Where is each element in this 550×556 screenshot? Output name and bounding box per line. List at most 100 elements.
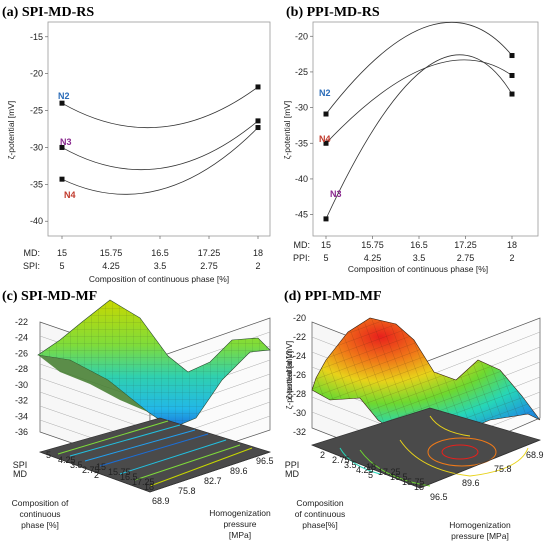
panel-d-side-label-line: MD (285, 469, 299, 479)
panel-a-xtick-label: 3.5 (154, 261, 167, 271)
panel-c-ytick: 75.8 (178, 486, 196, 496)
panel-c-title: (c) SPI-MD-MF (2, 289, 97, 304)
panel-c-xtick-bottom: 15 (96, 462, 106, 472)
panel-b-point-n2 (323, 111, 329, 117)
panel-b-xtick-label: 3.5 (413, 253, 426, 263)
panel-d-xlabel-line: Composition (296, 498, 344, 508)
panel-c-ylabel-line: Homogenization (209, 508, 271, 518)
panel-d-xtick-bottom: 15.75 (402, 477, 425, 487)
panel-b-point-n4 (509, 73, 515, 78)
panel-c-xlabel-line: Composition of (12, 498, 69, 508)
panel-a-line-n3 (61, 120, 259, 170)
panel-c-ztick-label: -26 (15, 348, 28, 358)
panel-a-xtick-label: 4.25 (102, 261, 120, 271)
panel-c-side-label-line: SPI (13, 460, 28, 470)
panel-a-chart: ζ-potential [mV] Composition of continuo… (6, 21, 271, 284)
panel-b-ytick-label: -35 (295, 138, 308, 148)
panel-c-xtick-bottom: 15.75 (108, 467, 131, 477)
panel-b-ytick-label: -25 (295, 67, 308, 77)
panel-d-zlabel: ζ-potential [mV] (284, 351, 294, 410)
panel-d-xtick-bottom: 16.5 (390, 472, 408, 482)
panel-b-xtick-label: 2 (509, 253, 514, 263)
panel-c-ytick: 82.7 (204, 476, 222, 486)
panel-c-ztick-label: -24 (15, 333, 28, 343)
panel-d-yticks: 96.5 89.6 75.8 68.9 (430, 450, 544, 502)
panel-c-ztick-label: -30 (15, 380, 28, 390)
panel-b-ytick-label: -45 (295, 210, 308, 220)
panel-c-contours (57, 420, 253, 487)
panel-a-title: (a) SPI-MD-RS (2, 5, 94, 20)
panel-d-ztick-label: -24 (293, 351, 306, 361)
panel-d-xlabel-line: of continuous (295, 509, 346, 519)
panel-b-xlabel: Composition of continuous phase [%] (348, 264, 488, 274)
panel-b-point-n3 (509, 91, 515, 97)
panel-a-ytick-label: -40 (30, 216, 43, 226)
panel-d-ztick-label: -30 (293, 408, 306, 418)
panel-a-point-n4 (59, 176, 65, 182)
panel-b-plot-frame (312, 21, 539, 237)
panel-c-xtick-bottom: 16.5 (120, 472, 138, 482)
panel-b-ytick-label: -40 (295, 174, 308, 184)
panel-d-ytick: 75.8 (494, 464, 512, 474)
panel-b-line-n4 (325, 59, 513, 144)
panel-d-ylabel-line: pressure [MPa] (451, 531, 509, 541)
panel-d-xtick-top: 5 (368, 470, 373, 480)
panel-a-series-label-n3: N3 (60, 137, 72, 147)
panel-d-side-label-line: PPI (285, 460, 300, 470)
panel-c-ztick-label: -22 (15, 317, 28, 327)
panel-d-ztick-label: -26 (293, 370, 306, 380)
panel-d-ztick-label: -32 (293, 427, 306, 437)
panel-b-xrow-label: PPI: (293, 253, 310, 263)
panel-d-ztick-label: -22 (293, 332, 306, 342)
panel-d-xlabel-line: phase[%] (302, 520, 337, 530)
panel-d-surface-mesh (312, 318, 540, 442)
panel-a-xtick-label: 17.25 (198, 248, 221, 258)
panel-c-zticks: -22 -24 -26 -28 -30 -32 -34 -36 (15, 317, 28, 437)
panel-b-series: N2 N3 N4 (319, 22, 515, 222)
panel-c-xtick-bottom: 18 (144, 482, 154, 492)
panel-a-xtick-label: 2.75 (200, 261, 218, 271)
panel-c-ztick-label: -28 (15, 364, 28, 374)
panel-d-xtick-top: 3.5 (344, 460, 357, 470)
panel-b-chart: ζ-potential [mV] Composition of continuo… (282, 21, 539, 274)
panel-c-xtick-top: 5 (46, 450, 51, 460)
panel-b-xtick-label: 15.75 (361, 240, 384, 250)
panel-b-series-label-n3: N3 (330, 189, 342, 199)
panel-a-xrow-label: MD: (24, 248, 41, 258)
panel-b-series-label-n2: N2 (319, 88, 331, 98)
panel-a-ylabel: ζ-potential [mV] (6, 101, 16, 160)
panel-d-ytick: 89.6 (462, 478, 480, 488)
panel-b-xtick-label: 15 (321, 240, 331, 250)
panel-c-ytick: 96.5 (256, 456, 274, 466)
panel-a-line-n2 (61, 86, 259, 128)
panel-d-ztick-label: -28 (293, 389, 306, 399)
panel-b-point-n2 (509, 53, 515, 59)
panel-b-ytick-label: -20 (295, 31, 308, 41)
panel-c-surface-mesh (38, 300, 270, 428)
panel-d-zticks: -20 -22 -24 -26 -28 -30 -32 (293, 313, 306, 437)
panel-a-yticks: -15 -20 -25 -30 -35 -40 (30, 32, 48, 226)
panel-a-point-n2 (255, 84, 261, 90)
panel-a-series-label-n4: N4 (64, 190, 76, 200)
panel-a-plot-frame (47, 21, 271, 237)
panel-c-xlabel-line: continuous (19, 509, 60, 519)
panel-d-ylabel-line: Homogenization (449, 520, 511, 530)
panel-d-xtick-top: 2.75 (332, 455, 350, 465)
panel-c-xtick-bottom: 17.25 (132, 477, 155, 487)
panel-a-xtick-label: 5 (59, 261, 64, 271)
panel-a-ytick-label: -15 (30, 32, 43, 42)
panel-a-ytick-label: -35 (30, 179, 43, 189)
panel-c-ylabel-line: pressure (223, 519, 256, 529)
panel-b-point-n3 (323, 216, 329, 222)
panel-d-ztick-label: -20 (293, 313, 306, 323)
panel-b-xticks: MD: 15 15.75 16.5 17.25 18 PPI: 5 4.25 3.5 2.75 2 (293, 236, 517, 263)
panel-c-xtick-top: 4.25 (58, 455, 76, 465)
panel-c-base-axes (39, 451, 271, 493)
